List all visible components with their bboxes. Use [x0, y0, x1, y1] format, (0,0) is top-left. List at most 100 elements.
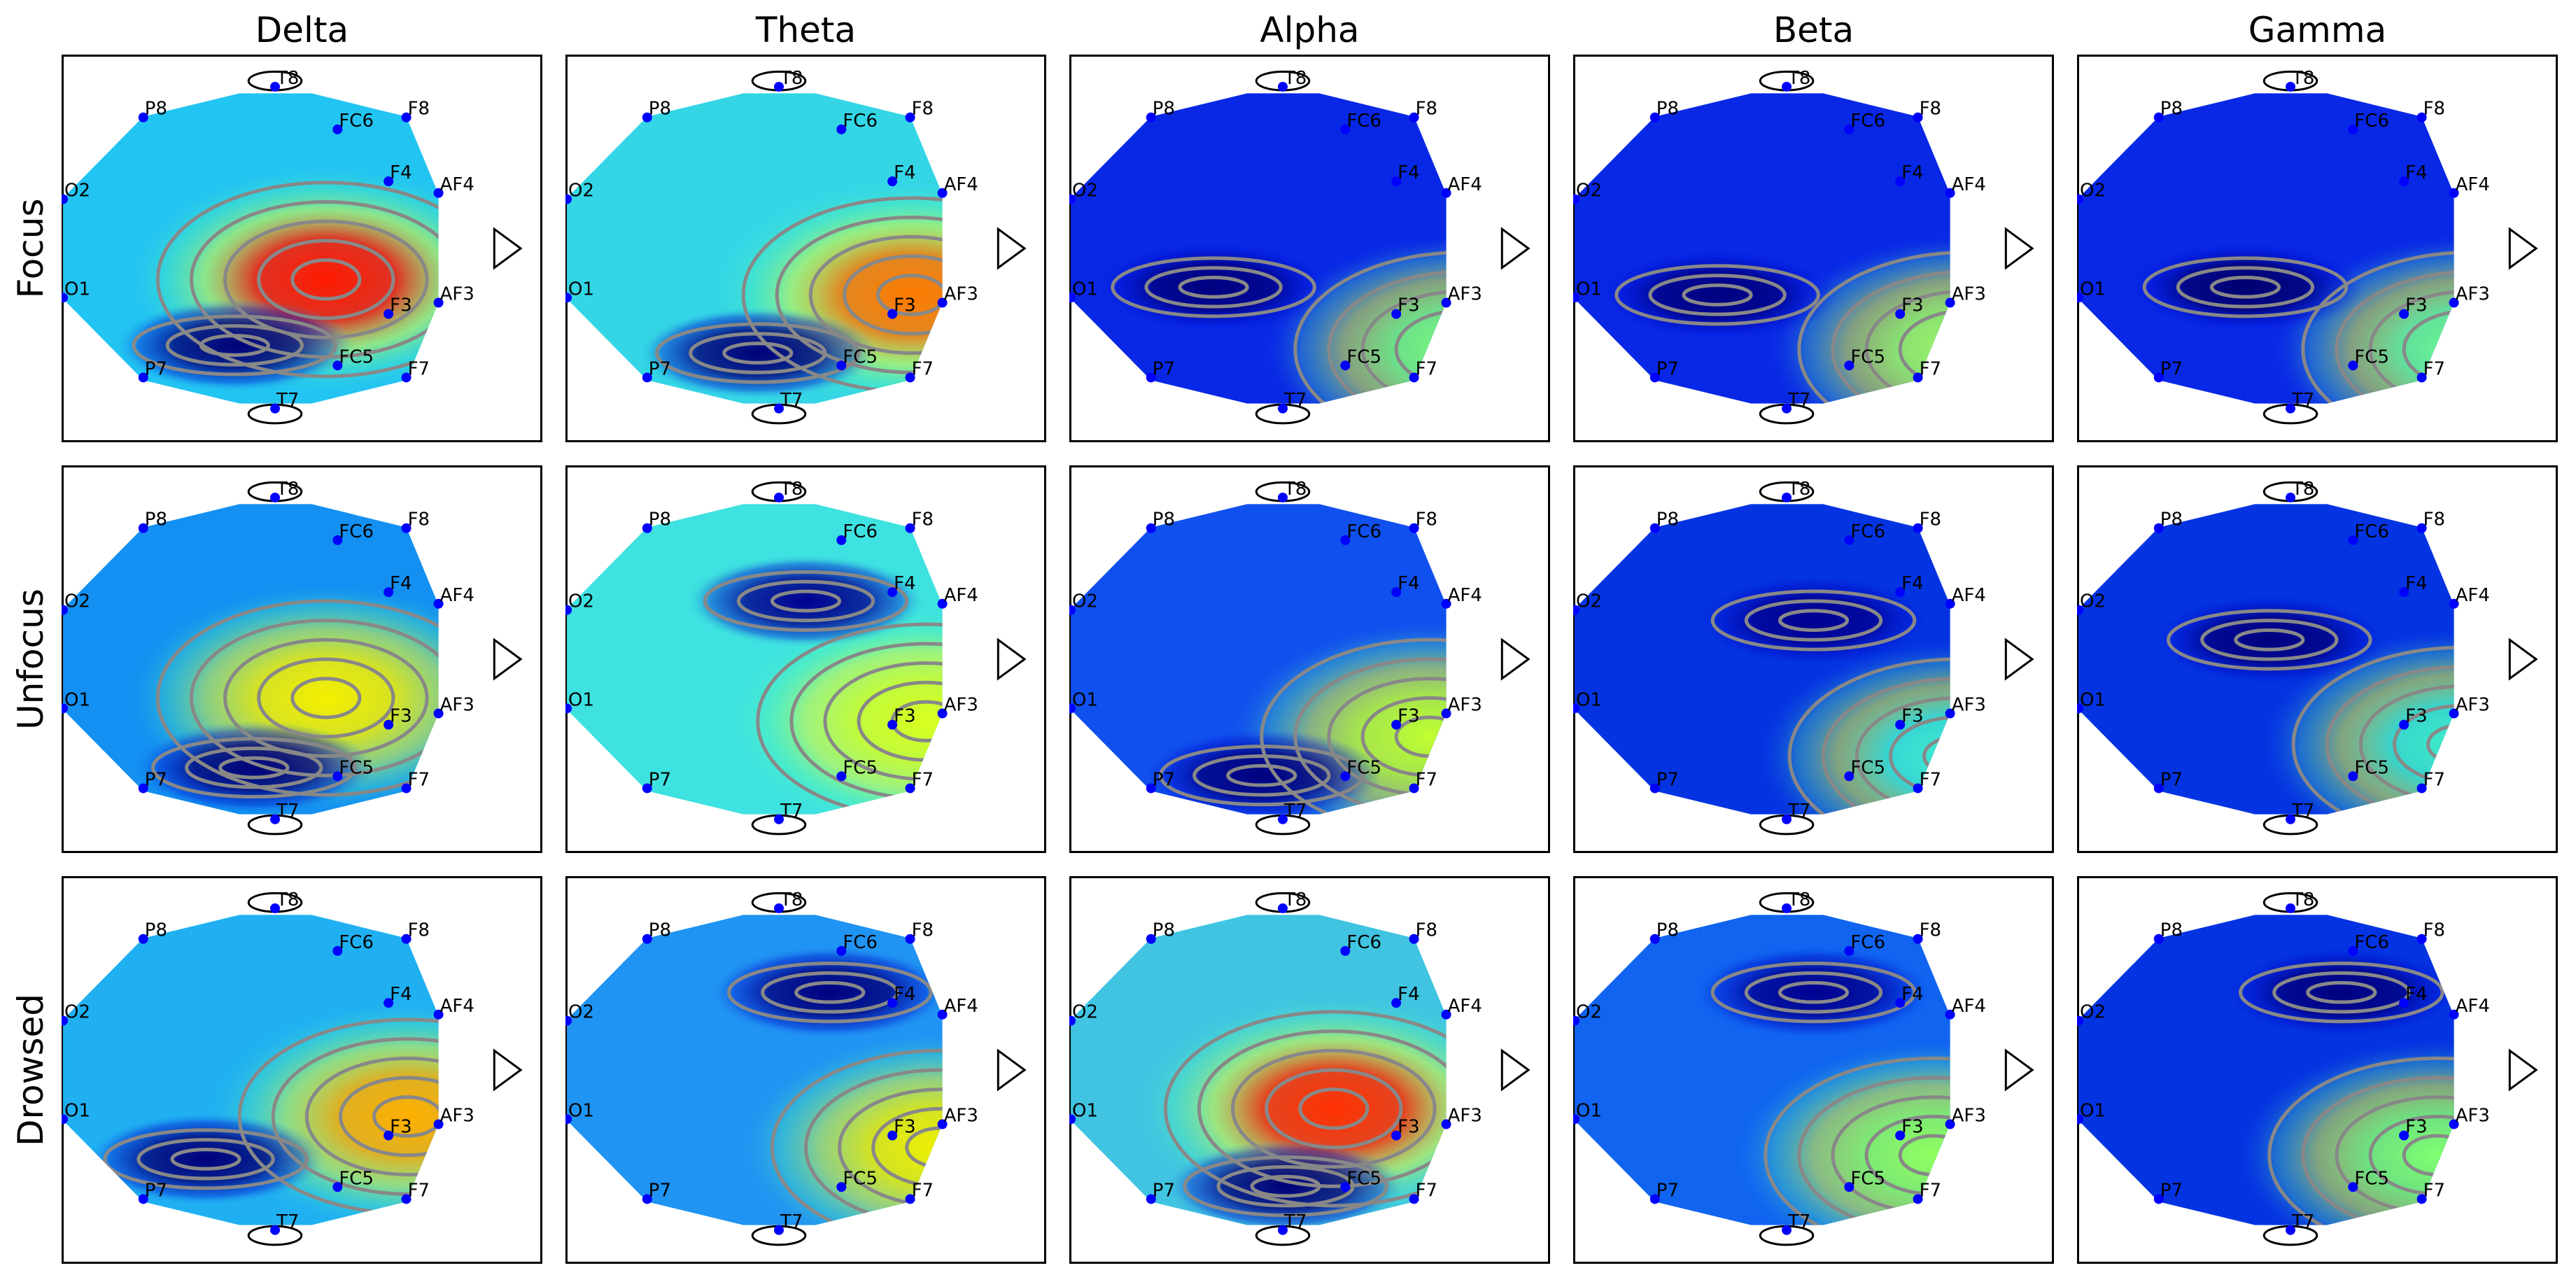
electrode-label: F4	[894, 573, 916, 594]
electrode-label: AF3	[944, 695, 978, 716]
electrode-dot	[774, 492, 784, 502]
contour-line	[372, 1095, 439, 1138]
topomap-svg: T8 P8 F8 FC6 F4 AF4 O2 O1 AF3 F3 FC5 P7 F7 T7	[62, 465, 542, 853]
scalp-map	[1071, 93, 1447, 404]
contour-line	[170, 1148, 241, 1171]
peak-region	[2235, 1038, 2454, 1225]
electrode-dot	[774, 403, 784, 414]
electrode-label: FC6	[1850, 111, 1885, 132]
electrode-dot	[887, 309, 898, 319]
electrode-dot	[2399, 719, 2409, 730]
topomap-svg: T8 P8 F8 FC6 F4 AF4 O2 O1 AF3 F3 FC5 P7 F7 T7	[1069, 55, 1550, 442]
contour-line	[842, 254, 943, 336]
electrode-dot	[2077, 1114, 2084, 1125]
electrode-label: O1	[64, 1100, 90, 1121]
electrode-dot	[62, 293, 69, 303]
contour-line	[155, 599, 439, 797]
topomap-panel: T8 P8 F8 FC6 F4 AF4 O2 O1 AF3 F3 FC5 P7 F7 T7	[62, 465, 542, 853]
electrode-label: P8	[1656, 99, 1679, 120]
electrode-label: AF4	[2456, 174, 2490, 195]
contour-line	[736, 579, 875, 623]
electrode-dot	[401, 523, 411, 533]
contour-line	[103, 1128, 309, 1190]
electrode-label: P7	[649, 358, 671, 379]
electrode-label: T7	[780, 390, 803, 411]
electrode-label: P8	[1153, 920, 1175, 941]
electrode-label: FC6	[339, 111, 374, 132]
electrode-label: O2	[1576, 1002, 1602, 1023]
nose-triangle-icon	[2508, 227, 2538, 270]
electrode-dot	[1278, 81, 1288, 92]
contour-line	[1298, 1087, 1370, 1130]
electrode-label: F4	[1901, 162, 1924, 183]
electrode-dot	[1441, 708, 1451, 719]
contour-line	[1144, 266, 1283, 309]
electrode-dot	[774, 1225, 784, 1235]
electrode-dot	[2416, 523, 2427, 533]
electrode-dot	[1278, 1225, 1288, 1235]
electrode-label: AF3	[1952, 1106, 1986, 1127]
electrode-label: F8	[912, 920, 934, 941]
electrode-dot	[565, 1114, 572, 1125]
contour-line	[218, 756, 290, 780]
contour-line	[1821, 677, 1950, 815]
electrode-label: F7	[912, 358, 934, 379]
electrode-label: F4	[390, 162, 412, 183]
column-title: Alpha	[1260, 10, 1360, 50]
topomap-panel: T8 P8 F8 FC6 F4 AF4 O2 O1 AF3 F3 FC5 P7 F7 T7	[565, 876, 1046, 1264]
electrode-label: O1	[1072, 1100, 1098, 1121]
contour-line	[761, 971, 899, 1014]
electrode-dot	[1895, 309, 1906, 319]
electrode-dot	[1782, 1225, 1792, 1235]
contour-line	[1178, 276, 1249, 299]
electrode-label: F3	[1398, 706, 1420, 727]
electrode-label: O2	[2080, 181, 2106, 202]
electrode-dot	[1278, 814, 1288, 824]
electrode-label: P8	[1656, 509, 1679, 530]
electrode-dot	[1649, 934, 1660, 944]
electrode-dot	[905, 523, 915, 533]
electrode-label: F3	[1398, 1117, 1420, 1138]
electrode-label: AF4	[440, 996, 474, 1017]
contour-line	[189, 619, 439, 777]
contour-line	[655, 322, 861, 384]
contour-line	[223, 638, 429, 758]
electrode-dot	[1895, 1130, 1906, 1141]
electrode-dot	[642, 934, 652, 944]
topomap-svg: T8 P8 F8 FC6 F4 AF4 O2 O1 AF3 F3 FC5 P7 F7 T7	[1573, 55, 2054, 442]
electrode-dot	[1391, 998, 1402, 1008]
electrode-label: O2	[64, 1002, 90, 1023]
electrode-label: T8	[1787, 68, 1810, 89]
electrode-dot	[937, 708, 948, 719]
electrode-label: FC6	[843, 111, 878, 132]
column-title: Gamma	[2248, 10, 2387, 50]
electrode-label: F4	[1901, 573, 1924, 594]
electrode-dot	[383, 1130, 394, 1141]
electrode-label: F3	[2405, 1117, 2428, 1138]
electrode-label: T8	[1283, 479, 1307, 500]
electrode-label: F7	[1416, 769, 1438, 790]
electrode-dot	[1913, 112, 1923, 122]
electrode-label: F7	[2423, 358, 2446, 379]
electrode-dot	[401, 783, 411, 794]
electrode-dot	[1945, 188, 1955, 198]
topomap-svg: T8 P8 F8 FC6 F4 AF4 O2 O1 AF3 F3 FC5 P7 F7 T7	[565, 876, 1046, 1264]
contour-line	[794, 980, 866, 1004]
electrode-dot	[138, 783, 148, 794]
electrode-label: P7	[2160, 1180, 2183, 1201]
contour-line	[2209, 276, 2281, 299]
electrode-label: F3	[1398, 295, 1420, 316]
electrode-label: T7	[1787, 390, 1810, 411]
electrode-dot	[1441, 1119, 1451, 1129]
electrode-dot	[1782, 81, 1792, 92]
electrode-label: T7	[2291, 1211, 2314, 1232]
electrode-label: P7	[1656, 358, 1679, 379]
electrode-dot	[1441, 188, 1451, 198]
electrode-dot	[433, 598, 444, 609]
electrode-label: T8	[2291, 479, 2314, 500]
electrode-dot	[2399, 176, 2409, 187]
electrode-dot	[138, 1194, 148, 1204]
electrode-dot	[1782, 814, 1792, 824]
electrode-label: O1	[64, 689, 90, 710]
row-label: Focus	[10, 198, 51, 299]
